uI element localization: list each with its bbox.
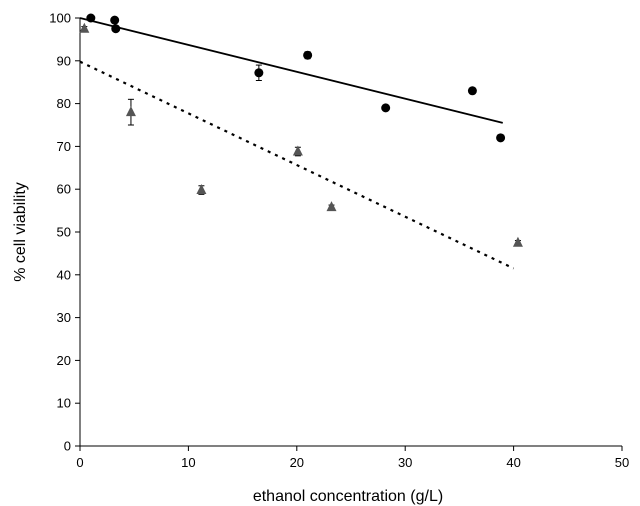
x-tick-label: 40 — [506, 455, 520, 470]
x-tick-label: 50 — [615, 455, 629, 470]
data-point-circle — [496, 133, 506, 143]
y-axis-title: % cell viability — [12, 182, 29, 282]
y-tick-label: 60 — [57, 182, 71, 197]
y-tick-label: 20 — [57, 353, 71, 368]
x-tick-label: 30 — [398, 455, 412, 470]
trendline-series-2 — [79, 60, 515, 270]
data-point-triangle — [512, 236, 523, 247]
data-points — [79, 13, 523, 247]
trendlines — [79, 17, 515, 270]
y-tick-label: 40 — [57, 267, 71, 282]
data-point-triangle — [292, 145, 303, 156]
data-point-circle — [86, 13, 96, 23]
data-point-circle — [467, 86, 477, 96]
data-point-triangle — [196, 184, 207, 195]
axes: 0 10 20 30 40 50 60 70 80 90 100 0 10 20 30 40 50 — [49, 11, 629, 471]
data-point-triangle — [125, 106, 136, 117]
x-axis-title: ethanol concentration (g/L) — [253, 488, 443, 505]
y-tick-label: 0 — [64, 439, 71, 454]
data-point-circle — [110, 15, 120, 25]
data-point-triangle — [326, 201, 337, 212]
data-point-circle — [381, 103, 391, 113]
x-tick-label: 10 — [181, 455, 195, 470]
trendline-series-1 — [79, 17, 503, 124]
data-point-circle — [111, 24, 121, 34]
y-tick-label: 70 — [57, 139, 71, 154]
x-tick-label: 0 — [76, 455, 83, 470]
data-point-circle — [303, 50, 313, 60]
y-tick-label: 90 — [57, 53, 71, 68]
y-tick-label: 100 — [49, 11, 71, 26]
y-tick-label: 30 — [57, 310, 71, 325]
x-tick-label: 20 — [290, 455, 304, 470]
data-point-triangle — [79, 22, 90, 33]
y-tick-label: 50 — [57, 225, 71, 240]
data-point-circle — [254, 68, 264, 78]
y-tick-label: 10 — [57, 396, 71, 411]
y-tick-label: 80 — [57, 96, 71, 111]
